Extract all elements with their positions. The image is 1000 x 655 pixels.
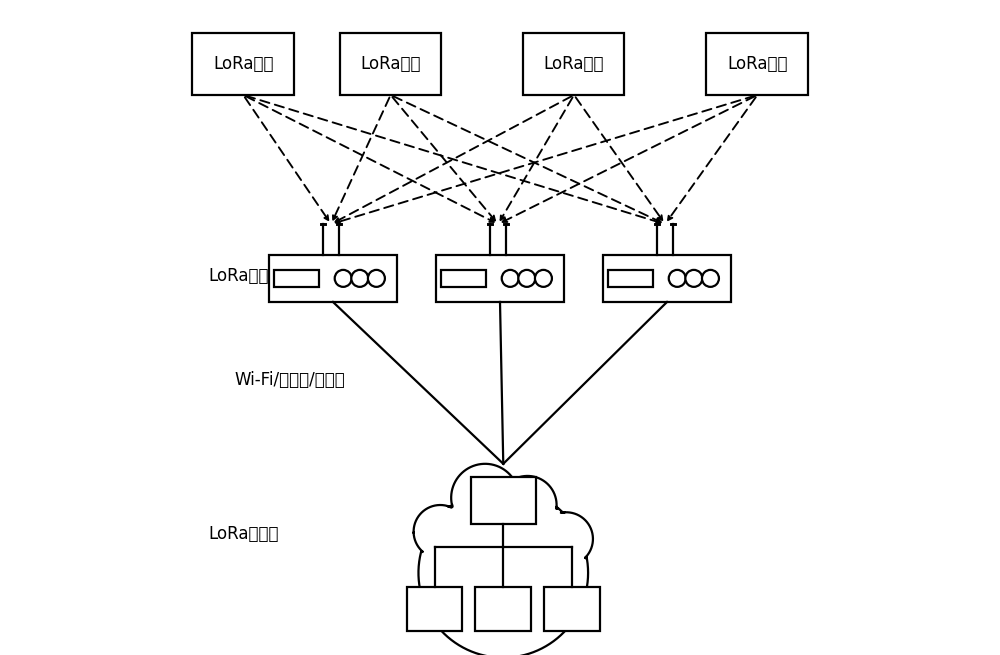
Bar — [407, 587, 462, 631]
Bar — [340, 33, 441, 95]
Bar — [475, 587, 531, 631]
Circle shape — [702, 270, 719, 287]
Text: LoRa核心网: LoRa核心网 — [209, 525, 279, 543]
Bar — [436, 255, 564, 302]
Bar — [706, 33, 808, 95]
Bar — [274, 270, 319, 287]
Text: Wi-Fi/以太网/蜂窩网: Wi-Fi/以太网/蜂窩网 — [235, 371, 345, 389]
Circle shape — [540, 512, 593, 565]
Circle shape — [518, 270, 535, 287]
Circle shape — [418, 488, 588, 655]
Circle shape — [351, 270, 368, 287]
Circle shape — [451, 464, 519, 532]
Circle shape — [335, 270, 352, 287]
Bar — [544, 587, 600, 631]
Circle shape — [685, 270, 702, 287]
Text: LoRa节点: LoRa节点 — [727, 55, 788, 73]
Bar — [523, 33, 624, 95]
Text: LoRa网关: LoRa网关 — [209, 267, 269, 286]
Text: LoRa节点: LoRa节点 — [360, 55, 421, 73]
Bar — [441, 270, 486, 287]
Text: LoRa节点: LoRa节点 — [213, 55, 273, 73]
Circle shape — [502, 270, 519, 287]
Circle shape — [498, 476, 557, 534]
Bar — [269, 255, 397, 302]
Bar — [192, 33, 294, 95]
Circle shape — [368, 270, 385, 287]
Circle shape — [414, 505, 467, 558]
Text: LoRa节点: LoRa节点 — [544, 55, 604, 73]
Bar — [471, 477, 536, 524]
Bar — [608, 270, 653, 287]
Bar — [603, 255, 731, 302]
Circle shape — [535, 270, 552, 287]
Circle shape — [669, 270, 686, 287]
